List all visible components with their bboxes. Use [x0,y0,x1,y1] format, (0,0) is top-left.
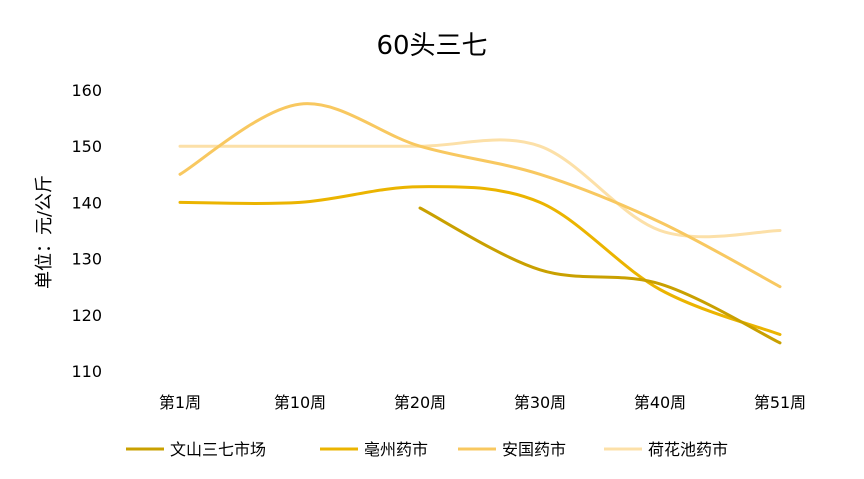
y-tick-label: 120 [71,306,102,325]
x-tick-label: 第1周 [159,393,201,412]
y-tick-label: 110 [71,362,102,381]
series-line-4 [178,138,782,239]
x-tick-label: 第10周 [274,393,326,412]
legend-item: 亳州药市 [320,440,428,459]
series-line-3 [178,102,782,289]
x-tick-label: 第30周 [514,393,566,412]
y-axis-label: 单位：元/公斤 [34,175,55,289]
legend-item: 文山三七市场 [126,440,266,459]
legend-label: 文山三七市场 [170,440,266,459]
series-layer [178,102,782,345]
chart-title: 60头三七 [376,31,487,61]
y-tick-label: 140 [71,193,102,212]
legend-label: 亳州药市 [364,440,428,459]
x-tick-label: 第51周 [754,393,806,412]
legend-label: 荷花池药市 [648,440,728,459]
y-tick-label: 150 [71,137,102,156]
legend-item: 安国药市 [458,440,566,459]
x-axis-ticks: 第1周 第10周 第20周 第30周 第40周 第51周 [159,393,806,412]
series-line-2 [178,185,782,336]
series-line-1 [418,206,782,345]
x-tick-label: 第40周 [634,393,686,412]
y-tick-label: 160 [71,81,102,100]
x-tick-label: 第20周 [394,393,446,412]
y-tick-label: 130 [71,250,102,269]
legend-label: 安国药市 [502,440,566,459]
legend-item: 荷花池药市 [604,440,728,459]
y-axis-ticks: 110 120 130 140 150 160 [71,81,102,381]
legend: 文山三七市场 亳州药市 安国药市 荷花池药市 [126,440,728,459]
